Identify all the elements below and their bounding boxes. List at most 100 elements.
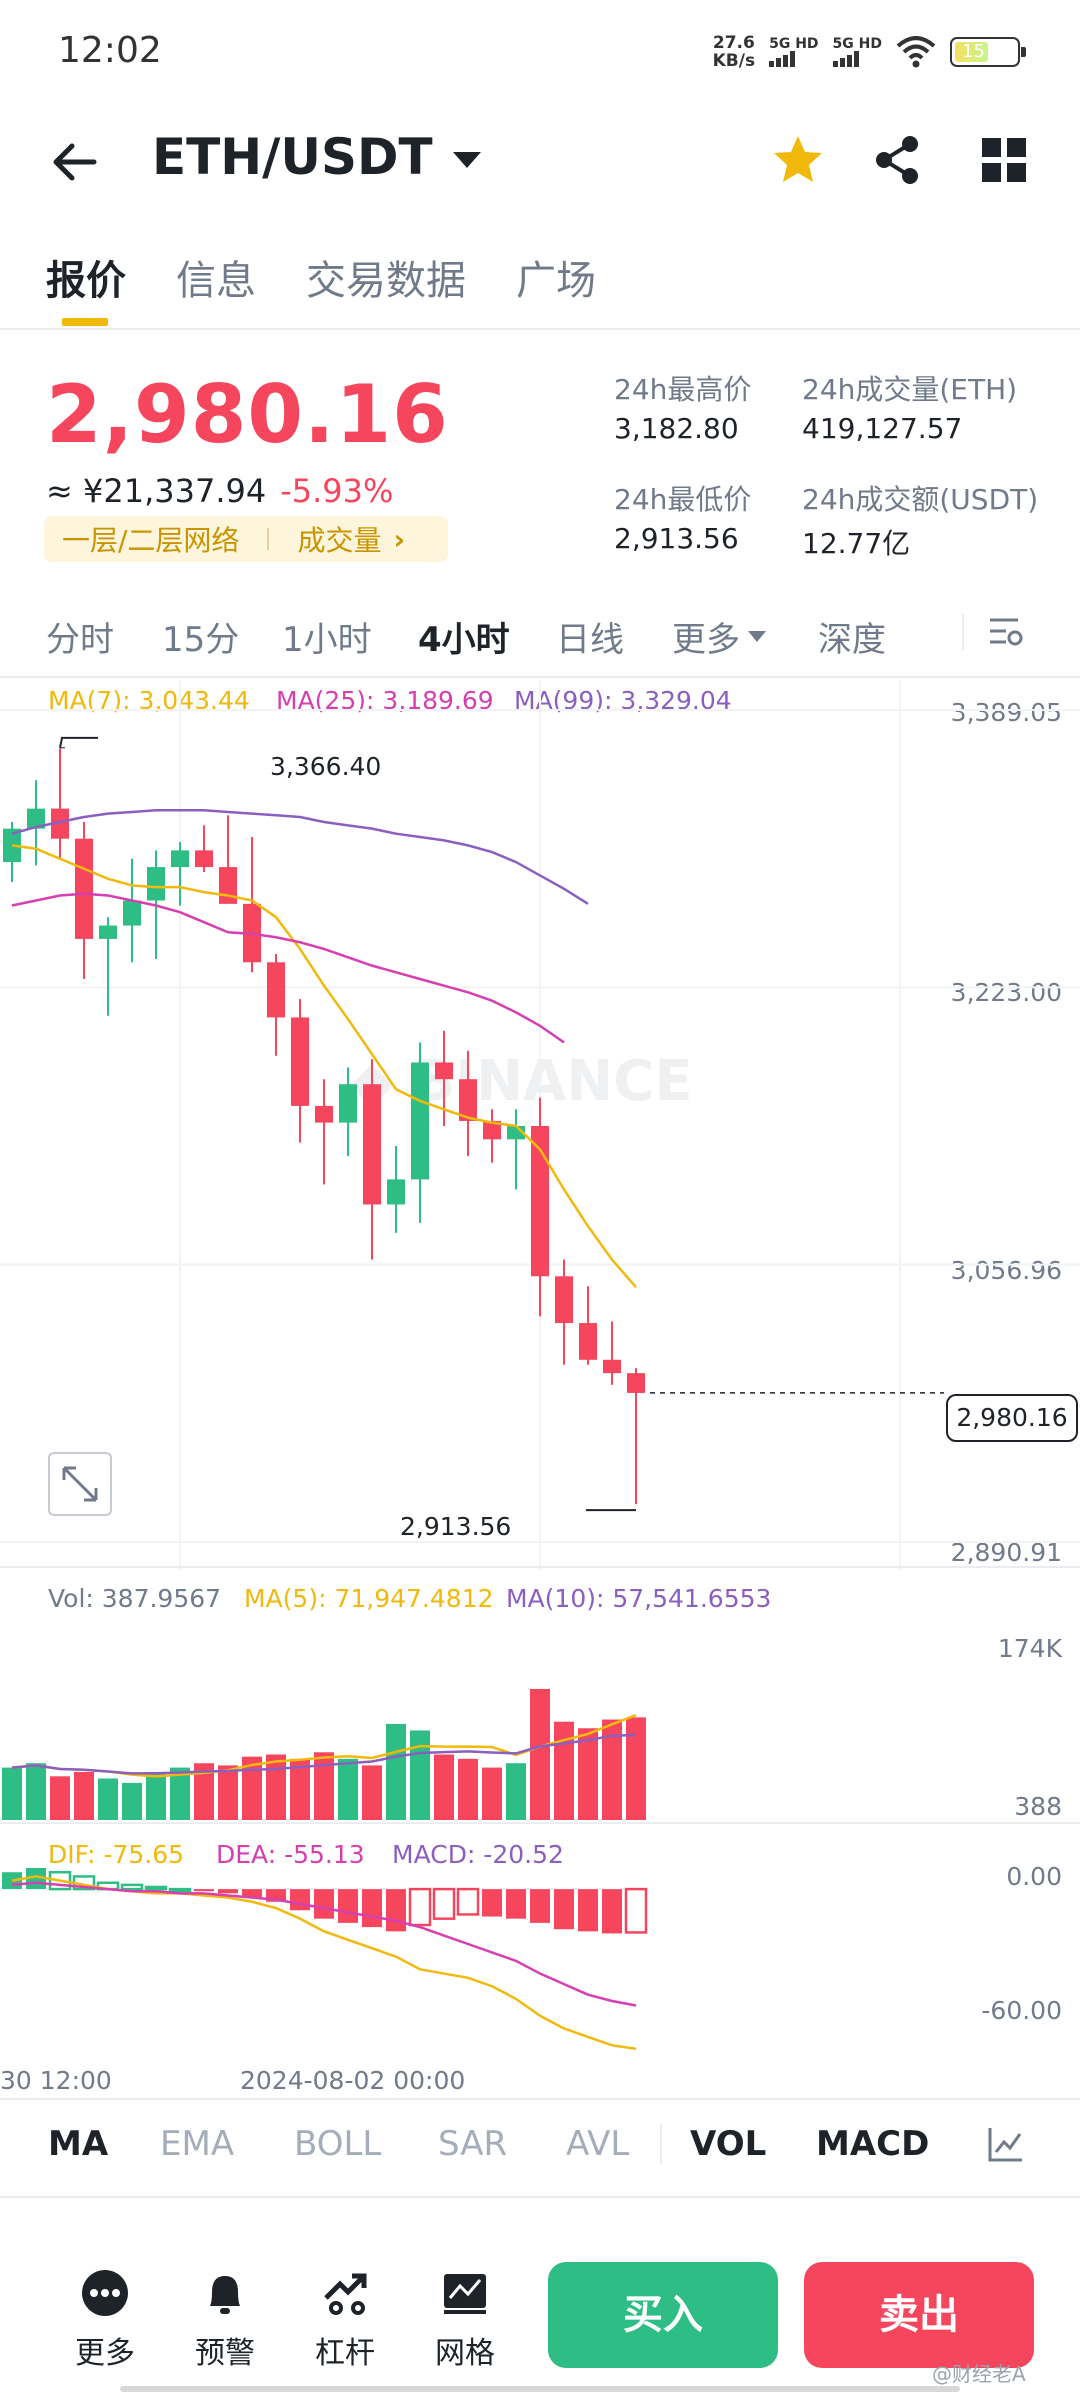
macd-histogram-bar (290, 1889, 310, 1911)
candle (483, 1120, 501, 1140)
vol-axis-top: 174K (997, 1634, 1062, 1663)
candle (27, 808, 45, 829)
tf-line[interactable]: 分时 (46, 620, 114, 660)
candle (555, 1276, 573, 1324)
ind-macd[interactable]: MACD (816, 2124, 930, 2164)
macd-axis-top: 0.00 (1006, 1862, 1062, 1891)
volume-bar (482, 1767, 502, 1820)
sell-button[interactable]: 卖出 (804, 2262, 1034, 2368)
share-icon[interactable] (870, 132, 926, 188)
tf-divider (0, 676, 1080, 678)
high-value: 3,182.80 (614, 412, 739, 445)
macd-histogram-bar (602, 1889, 622, 1934)
pair-title: ETH/USDT (152, 128, 433, 186)
high-label: 24h最高价 (614, 373, 752, 406)
wifi-icon (896, 36, 936, 68)
status-icons: 27.6 KB/s 5G HD 5G HD 15 (712, 33, 1026, 71)
volume-bar (242, 1756, 262, 1820)
tf-15m[interactable]: 15分 (162, 620, 240, 660)
binance-watermark: ◆ BINANCE (350, 1049, 693, 1114)
macd-histogram-bar (314, 1889, 334, 1919)
home-indicator[interactable] (120, 2386, 960, 2392)
volume-bar (602, 1719, 622, 1820)
candle (147, 867, 165, 901)
low-value: 2,913.56 (614, 522, 739, 555)
leverage-button[interactable]: 杠杆 (300, 2268, 390, 2372)
macd-chart (2, 1868, 648, 2051)
xaxis-divider (0, 2098, 1080, 2100)
buy-button[interactable]: 买入 (548, 2262, 778, 2368)
favorite-star-icon[interactable] (770, 132, 826, 188)
ma25-line (11, 892, 565, 1044)
volume-bar (98, 1778, 118, 1820)
candle (411, 1062, 429, 1180)
volume-bar (434, 1754, 454, 1820)
macd-histogram-bar (624, 1887, 648, 1934)
tf-depth[interactable]: 深度 (818, 620, 886, 660)
ind-ma[interactable]: MA (48, 2124, 109, 2164)
volume-bar (506, 1763, 526, 1820)
tab-quote[interactable]: 报价 (46, 258, 126, 304)
ma99-line (11, 809, 589, 905)
fullscreen-button[interactable] (48, 1452, 112, 1516)
candle (3, 828, 21, 863)
last-price: 2,980.16 (46, 368, 449, 461)
macd-histogram-bar (408, 1887, 432, 1927)
watermark-text: @财经老A (932, 2362, 1026, 2386)
x-axis-label: 30 12:00 (0, 2066, 112, 2095)
net-speed-unit: KB/s (712, 51, 756, 71)
candle (315, 1105, 333, 1123)
net-speed-value: 27.6 (712, 33, 755, 53)
macd-histogram-bar (194, 1889, 214, 1892)
x-axis-label: 2024-08-02 00:00 (240, 2066, 466, 2095)
chart-settings-icon[interactable] (988, 614, 1024, 650)
vol-axis-bottom: 388 (1014, 1792, 1062, 1821)
candle (75, 838, 93, 939)
candlestick-chart[interactable]: ◆ BINANCE (0, 680, 1080, 1570)
grid-button[interactable]: 网格 (420, 2268, 510, 2372)
more-button[interactable]: 更多 (60, 2268, 150, 2372)
tf-more[interactable]: 更多 (672, 612, 766, 661)
dea-line (11, 1881, 637, 2007)
volume-bar (74, 1771, 94, 1820)
indicator-settings-icon[interactable] (986, 2124, 1026, 2164)
tab-trading-data[interactable]: 交易数据 (306, 258, 466, 304)
tab-square[interactable]: 广场 (516, 258, 596, 304)
macd-histogram-bar (386, 1889, 406, 1932)
tf-4h[interactable]: 4小时 (418, 620, 510, 660)
ind-ema[interactable]: EMA (160, 2124, 235, 2164)
macd-histogram-bar (506, 1889, 526, 1919)
high-marker-label: 3,366.40 (270, 752, 382, 781)
candle (627, 1373, 645, 1393)
tf-1h[interactable]: 1小时 (282, 620, 372, 660)
tf-day[interactable]: 日线 (556, 620, 624, 660)
tab-info[interactable]: 信息 (176, 258, 256, 304)
low-marker-label: 2,913.56 (400, 1512, 512, 1541)
candle (603, 1359, 621, 1374)
category-tag[interactable]: 一层/二层网络 成交量 › (44, 516, 448, 562)
candle (579, 1323, 597, 1360)
grid-menu-icon[interactable] (976, 132, 1032, 188)
ind-separator (660, 2124, 662, 2164)
ind-vol[interactable]: VOL (690, 2124, 767, 2164)
ind-avl[interactable]: AVL (566, 2124, 630, 2164)
ind-boll[interactable]: BOLL (294, 2124, 382, 2164)
main-tabs: 报价 信息 交易数据 广场 (46, 248, 596, 306)
sig1-label: 5G HD (769, 36, 819, 52)
macd-histogram-bar (554, 1889, 574, 1930)
price-change: -5.93% (280, 472, 394, 510)
caret-down-icon (748, 631, 766, 642)
candle (123, 900, 141, 926)
volume-bar (386, 1723, 406, 1820)
tag-volume: 成交量 (297, 524, 382, 557)
ind-sar[interactable]: SAR (438, 2124, 508, 2164)
pair-selector[interactable]: ETH/USDT (152, 128, 481, 186)
back-arrow-icon[interactable] (50, 138, 98, 186)
leverage-icon (324, 2273, 367, 2315)
alert-label: 预警 (195, 2336, 255, 2371)
volume-bar (26, 1763, 46, 1820)
candle (387, 1179, 405, 1205)
sig2-label: 5G HD (832, 36, 882, 52)
macd-axis-bottom: -60.00 (981, 1996, 1062, 2025)
alert-button[interactable]: 预警 (180, 2268, 270, 2372)
